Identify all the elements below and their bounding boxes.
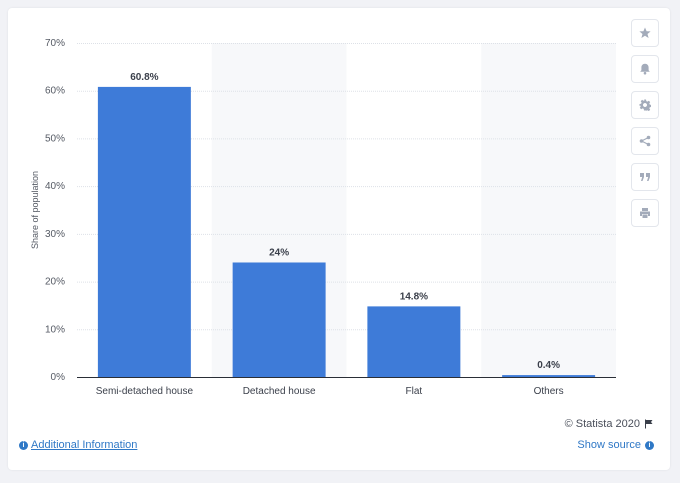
- cite-button[interactable]: [631, 163, 659, 191]
- bar-value-label: 60.8%: [130, 72, 158, 83]
- bar-value-label: 14.8%: [400, 291, 428, 302]
- y-tick-label: 10%: [45, 324, 65, 335]
- additional-information-label: Additional Information: [31, 439, 138, 451]
- y-tick-label: 50%: [45, 133, 65, 144]
- bar[interactable]: [502, 375, 596, 377]
- y-tick-label: 70%: [45, 38, 65, 49]
- x-tick-label: Others: [534, 386, 564, 397]
- settings-button[interactable]: [631, 91, 659, 119]
- copyright-credit: © Statista 2020: [565, 418, 654, 430]
- quote-icon: [640, 173, 650, 181]
- y-tick-label: 30%: [45, 229, 65, 240]
- info-icon: i: [645, 440, 654, 450]
- flag-icon: [645, 419, 653, 429]
- share-button[interactable]: [631, 127, 659, 155]
- x-tick-label: Semi-detached house: [96, 386, 194, 397]
- y-axis-label: Share of population: [30, 171, 40, 249]
- gear-icon: [639, 99, 651, 111]
- print-icon: [640, 208, 650, 218]
- notification-button[interactable]: [631, 55, 659, 83]
- show-source-link[interactable]: Show source i: [577, 439, 654, 451]
- info-icon: i: [19, 440, 28, 450]
- y-tick-label: 0%: [51, 372, 66, 383]
- bar-chart: 0% 10% 20% 30% 40% 50% 60% 70% Share of populat…: [30, 38, 616, 397]
- bar-value-label: 0.4%: [537, 360, 560, 371]
- chart-toolbar: [631, 19, 659, 227]
- x-tick-label: Flat: [406, 386, 423, 397]
- favorite-button[interactable]: [631, 19, 659, 47]
- y-tick-label: 60%: [45, 86, 65, 97]
- bar[interactable]: [367, 306, 461, 377]
- star-icon: [639, 27, 651, 38]
- share-icon: [639, 135, 651, 147]
- credit-text: © Statista 2020: [564, 418, 640, 430]
- category-band: [481, 43, 616, 377]
- print-button[interactable]: [631, 199, 659, 227]
- y-tick-label: 20%: [45, 277, 65, 288]
- additional-information-link[interactable]: i Additional Information: [19, 439, 137, 451]
- bar-value-label: 24%: [269, 247, 289, 258]
- x-tick-label: Detached house: [243, 386, 316, 397]
- show-source-label: Show source: [577, 439, 641, 451]
- bell-icon: [640, 63, 650, 75]
- y-tick-label: 40%: [45, 181, 65, 192]
- bar[interactable]: [97, 86, 191, 377]
- bar[interactable]: [232, 262, 326, 377]
